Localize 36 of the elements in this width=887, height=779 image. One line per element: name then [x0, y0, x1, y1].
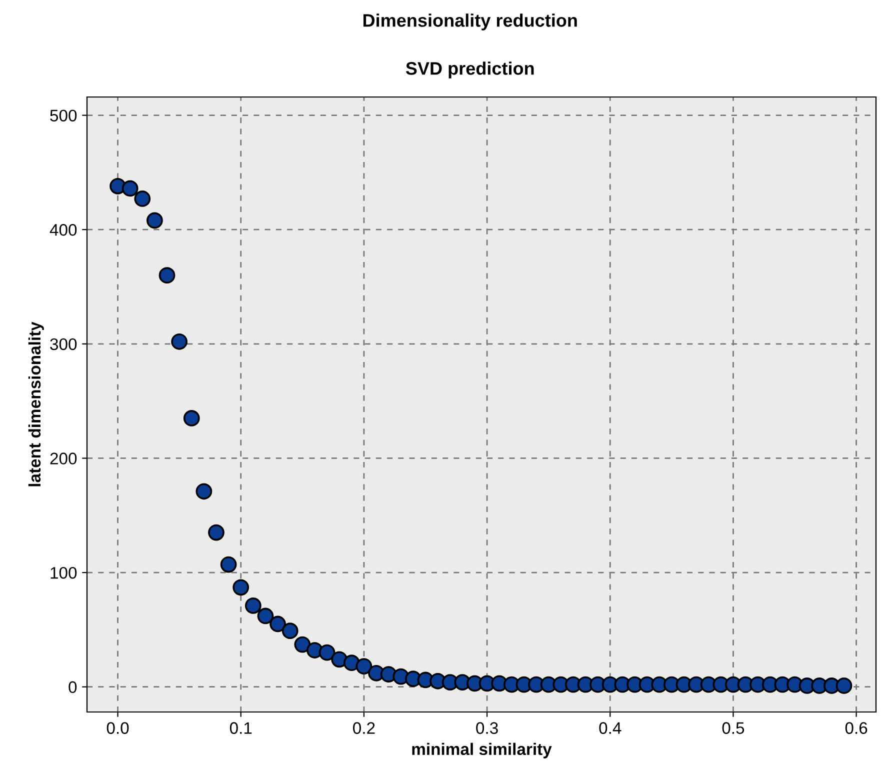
- point: [318, 644, 336, 661]
- point: [294, 636, 311, 653]
- point: [158, 267, 176, 284]
- point: [183, 410, 200, 426]
- point: [343, 654, 360, 672]
- point: [122, 180, 138, 197]
- point: [836, 678, 852, 694]
- y-tick-label: 500: [50, 110, 77, 122]
- y-tick-label: 100: [50, 566, 77, 579]
- x-tick-label: 0.4: [599, 722, 622, 734]
- y-tick-label: 400: [50, 224, 77, 236]
- x-tick-label: 0.1: [230, 722, 252, 734]
- point: [146, 212, 163, 229]
- x-axis-title: minimal similarity: [412, 742, 552, 758]
- point: [282, 622, 298, 640]
- point: [171, 333, 188, 350]
- point: [134, 190, 151, 207]
- point: [196, 483, 212, 500]
- chart-title: Dimensionality reduction: [363, 14, 577, 30]
- y-tick-label: 0: [68, 681, 77, 694]
- point: [232, 579, 250, 596]
- point: [208, 524, 224, 541]
- x-tick-label: 0.5: [722, 722, 744, 734]
- y-tick-label: 200: [50, 452, 77, 464]
- x-tick-label: 0.6: [845, 722, 868, 734]
- x-tick-label: 0.0: [106, 722, 129, 734]
- y-axis-title: latent dimensionality: [28, 322, 44, 486]
- chart-subtitle: SVD prediction: [406, 62, 534, 78]
- point: [220, 556, 237, 573]
- point: [244, 598, 262, 614]
- point: [356, 658, 372, 674]
- point: [257, 608, 274, 624]
- point: [270, 616, 286, 632]
- x-tick-label: 0.3: [476, 722, 498, 734]
- y-tick-label: 300: [50, 338, 77, 350]
- x-tick-label: 0.2: [353, 722, 375, 734]
